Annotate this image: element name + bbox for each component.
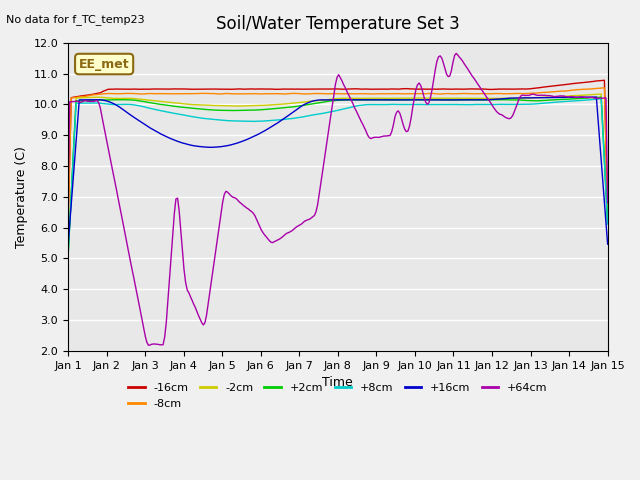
+16cm	[593, 94, 600, 100]
+64cm	[452, 50, 460, 56]
+16cm	[512, 95, 520, 101]
Line: +2cm: +2cm	[68, 97, 607, 257]
-8cm	[367, 91, 374, 97]
+64cm	[185, 290, 193, 296]
Title: Soil/Water Temperature Set 3: Soil/Water Temperature Set 3	[216, 15, 460, 33]
-16cm	[184, 86, 191, 92]
+16cm	[367, 97, 374, 103]
+2cm	[604, 220, 611, 226]
+2cm	[512, 97, 520, 103]
+8cm	[70, 131, 78, 137]
Line: -2cm: -2cm	[68, 94, 607, 255]
+64cm	[369, 135, 376, 141]
-2cm	[604, 218, 611, 224]
-16cm	[64, 221, 72, 227]
+2cm	[597, 94, 605, 100]
Text: EE_met: EE_met	[79, 58, 129, 71]
+16cm	[184, 142, 191, 147]
Line: +64cm: +64cm	[68, 53, 607, 345]
-8cm	[225, 91, 233, 96]
+16cm	[506, 96, 513, 101]
Text: No data for f_TC_temp23: No data for f_TC_temp23	[6, 14, 145, 25]
Line: -8cm: -8cm	[68, 88, 607, 224]
+16cm	[70, 159, 78, 165]
-16cm	[70, 94, 78, 100]
-2cm	[367, 96, 374, 101]
+64cm	[227, 192, 234, 198]
Y-axis label: Temperature (C): Temperature (C)	[15, 146, 28, 248]
+8cm	[64, 255, 72, 261]
-16cm	[225, 86, 233, 92]
+16cm	[64, 243, 72, 249]
+64cm	[515, 96, 523, 102]
+8cm	[184, 113, 191, 119]
Line: +16cm: +16cm	[68, 97, 607, 246]
+8cm	[512, 102, 520, 108]
+2cm	[367, 97, 374, 103]
-16cm	[512, 86, 520, 92]
-8cm	[512, 91, 520, 96]
-2cm	[64, 252, 72, 258]
Line: +8cm: +8cm	[68, 99, 607, 258]
+2cm	[225, 108, 233, 113]
+64cm	[70, 99, 78, 105]
+64cm	[64, 203, 72, 208]
+8cm	[597, 96, 605, 102]
+8cm	[367, 102, 374, 108]
-16cm	[506, 86, 513, 92]
-2cm	[70, 127, 78, 132]
-8cm	[604, 215, 611, 220]
+64cm	[509, 113, 516, 119]
+2cm	[64, 254, 72, 260]
+2cm	[70, 129, 78, 135]
-8cm	[70, 95, 78, 100]
-8cm	[184, 91, 191, 96]
-2cm	[506, 96, 513, 101]
+16cm	[225, 143, 233, 148]
-16cm	[367, 86, 374, 92]
-8cm	[600, 85, 608, 91]
+2cm	[184, 105, 191, 110]
-8cm	[64, 221, 72, 227]
+8cm	[506, 101, 513, 107]
+8cm	[604, 221, 611, 227]
X-axis label: Time: Time	[323, 376, 353, 389]
+64cm	[604, 200, 611, 205]
+16cm	[604, 241, 611, 247]
-2cm	[225, 103, 233, 109]
Legend: -16cm, -8cm, -2cm, +2cm, +8cm, +16cm, +64cm: -16cm, -8cm, -2cm, +2cm, +8cm, +16cm, +6…	[124, 379, 552, 413]
-16cm	[604, 210, 611, 216]
+2cm	[506, 97, 513, 103]
-16cm	[600, 77, 608, 83]
-8cm	[506, 91, 513, 96]
-2cm	[184, 101, 191, 107]
-2cm	[512, 96, 520, 101]
+8cm	[225, 118, 233, 124]
-2cm	[597, 91, 605, 97]
Line: -16cm: -16cm	[68, 80, 607, 224]
+64cm	[145, 342, 152, 348]
